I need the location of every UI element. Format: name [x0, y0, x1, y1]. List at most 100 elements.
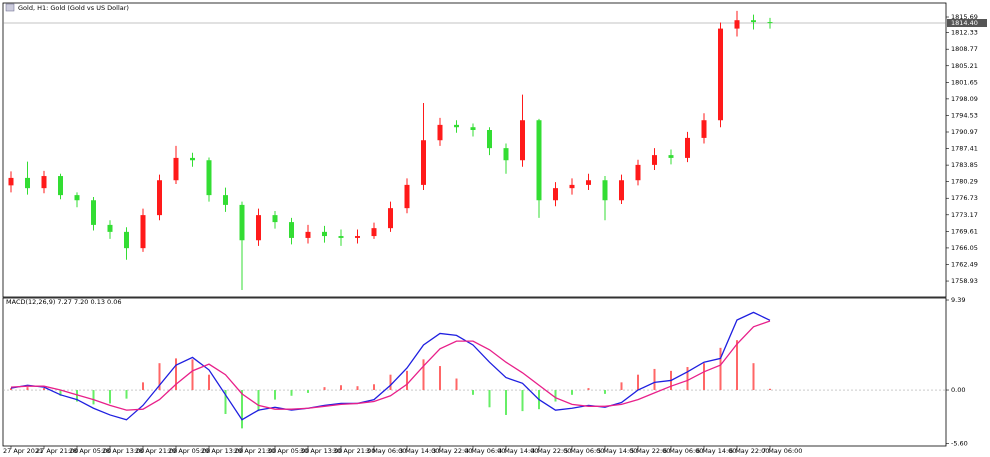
- candle-body: [289, 222, 294, 238]
- y-tick-label: 0.00: [951, 386, 965, 394]
- y-tick-label: 1766.05: [951, 244, 978, 252]
- histogram-bar: [274, 390, 276, 400]
- y-tick-label: 1776.73: [951, 194, 978, 202]
- histogram-bar: [191, 359, 194, 391]
- candle-body: [487, 129, 492, 149]
- y-tick-label: 9.39: [951, 296, 965, 304]
- histogram-bar: [422, 359, 425, 391]
- candle-body: [305, 231, 311, 238]
- histogram-bar: [257, 390, 260, 412]
- y-tick-label: 1773.17: [951, 211, 978, 219]
- candle-body: [25, 177, 30, 189]
- histogram-bar: [290, 390, 293, 396]
- candle-body: [635, 164, 641, 181]
- macd-line: [10, 311, 771, 421]
- x-tick-label: 28 Apr 21:00: [135, 447, 177, 455]
- candle-body: [388, 208, 393, 229]
- candle-body: [124, 231, 129, 249]
- candle-body: [586, 180, 591, 185]
- x-tick-label: 28 Apr 05:00: [69, 447, 111, 455]
- histogram-bar: [571, 390, 573, 395]
- histogram-bar: [455, 378, 458, 391]
- x-tick-label: 4 May 22:00: [531, 447, 571, 455]
- histogram-bar: [488, 390, 491, 408]
- histogram-bar: [653, 368, 656, 391]
- y-tick-label: 1758.93: [951, 277, 978, 285]
- candle-body: [652, 155, 657, 165]
- x-tick-label: 3 May 22:00: [432, 447, 472, 455]
- histogram-bar: [587, 388, 590, 391]
- candle-body: [140, 215, 146, 249]
- x-tick-label: 3 May 14:00: [399, 447, 439, 455]
- candle-body: [569, 184, 575, 189]
- candle-body: [355, 236, 360, 238]
- x-tick-label: 3 May 06:00: [366, 447, 406, 455]
- price-panel: [2, 2, 947, 298]
- candle-body: [107, 224, 113, 232]
- histogram-bar: [208, 374, 210, 391]
- candle-body: [206, 160, 212, 196]
- candle-body: [41, 176, 47, 189]
- x-tick-label: 28 Apr 13:00: [102, 447, 144, 455]
- candle-body: [437, 124, 443, 141]
- x-tick-label: 30 Apr 21:00: [333, 447, 375, 455]
- histogram-bar: [736, 340, 738, 391]
- macd-line: [10, 320, 771, 411]
- histogram-bar: [373, 384, 375, 391]
- histogram-bar: [604, 390, 606, 394]
- histogram-bar: [439, 366, 441, 391]
- candle-body: [91, 200, 96, 225]
- x-tick-label: 6 May 06:00: [663, 447, 703, 455]
- candle-body: [520, 120, 525, 161]
- histogram-bar: [92, 390, 95, 405]
- histogram-bar: [637, 374, 639, 391]
- y-tick-label: 1787.41: [951, 145, 978, 153]
- y-tick-label: 1808.77: [951, 45, 978, 53]
- histogram-bar: [76, 390, 78, 402]
- y-tick-label: 1815.69: [951, 13, 978, 21]
- candle-body: [8, 177, 14, 186]
- x-tick-label: 29 Apr 13:00: [201, 447, 243, 455]
- histogram-bar: [406, 370, 408, 391]
- candle-body: [454, 124, 459, 128]
- x-tick-label: 4 May 06:00: [465, 447, 505, 455]
- candle-body: [751, 20, 756, 23]
- candle-body: [371, 228, 377, 237]
- histogram-bar: [752, 363, 755, 391]
- candle-body: [256, 215, 261, 241]
- histogram-bar: [43, 388, 45, 391]
- x-tick-label: 30 Apr 13:00: [300, 447, 342, 455]
- x-tick-label: 6 May 22:00: [729, 447, 769, 455]
- candle-body: [718, 28, 723, 121]
- y-tick-label: 1794.53: [951, 111, 978, 119]
- candle-body: [734, 20, 740, 29]
- candle-body: [173, 157, 179, 181]
- histogram-bar: [472, 390, 474, 395]
- y-tick-label: 1801.65: [951, 78, 978, 86]
- chart-title: Gold, H1: Gold (Gold vs US Dollar): [18, 4, 129, 12]
- histogram-bar: [307, 390, 309, 393]
- x-tick-label: 27 Apr 2021: [3, 447, 43, 455]
- candle-body: [58, 176, 63, 196]
- candle-body: [536, 120, 542, 201]
- y-tick-label: -5.60: [951, 440, 968, 448]
- candle-body: [322, 231, 327, 237]
- x-tick-label: 4 May 14:00: [498, 447, 538, 455]
- histogram-bar: [719, 347, 722, 391]
- candle-body: [602, 180, 608, 201]
- histogram-bar: [241, 390, 243, 429]
- candle-body: [668, 155, 674, 158]
- histogram-bar: [323, 387, 326, 391]
- y-tick-label: 1769.61: [951, 227, 978, 235]
- histogram-bar: [703, 363, 705, 391]
- y-tick-label: 1805.21: [951, 62, 978, 70]
- candle-body: [190, 157, 195, 161]
- x-tick-label: 5 May 14:00: [597, 447, 637, 455]
- candle-body: [223, 195, 228, 205]
- candle-body: [701, 120, 707, 138]
- y-tick-label: 1762.49: [951, 260, 978, 268]
- candle-body: [685, 137, 690, 158]
- y-tick-label: 1812.33: [951, 29, 978, 37]
- candle-body: [404, 184, 410, 209]
- histogram-bar: [125, 390, 128, 399]
